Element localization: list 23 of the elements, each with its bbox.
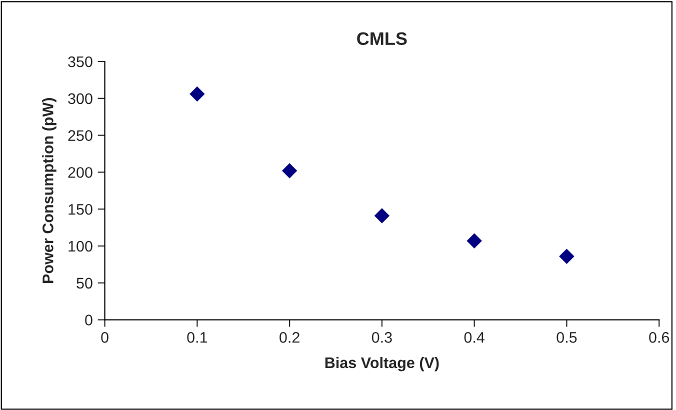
x-axis-title: Bias Voltage (V)	[325, 356, 439, 372]
x-tick-label: 0.4	[464, 332, 484, 343]
chart-title: CMLS	[357, 32, 407, 46]
x-tick-label: 0.1	[187, 332, 208, 343]
x-tick-label: 0.3	[372, 332, 392, 343]
y-tick-label: 250	[68, 130, 92, 141]
y-axis-title: Power Consumption (pW)	[42, 98, 56, 283]
point	[466, 233, 482, 248]
y-tick-label: 350	[68, 56, 92, 68]
y-tick-label: 200	[68, 167, 92, 178]
point	[374, 208, 390, 224]
x-tick-label: 0.2	[280, 332, 300, 343]
point	[282, 163, 298, 178]
y-tick-label: 300	[68, 93, 92, 104]
x-tick-label: 0.5	[556, 332, 577, 343]
y-tick-label: 0	[85, 314, 92, 326]
x-tick-label: 0	[101, 332, 108, 343]
y-tick-label: 100	[68, 240, 92, 252]
y-tick-label: 50	[76, 278, 92, 289]
point	[190, 86, 205, 102]
y-tick-label: 150	[68, 204, 92, 215]
point	[559, 248, 574, 264]
x-tick-label: 0.6	[649, 332, 670, 343]
